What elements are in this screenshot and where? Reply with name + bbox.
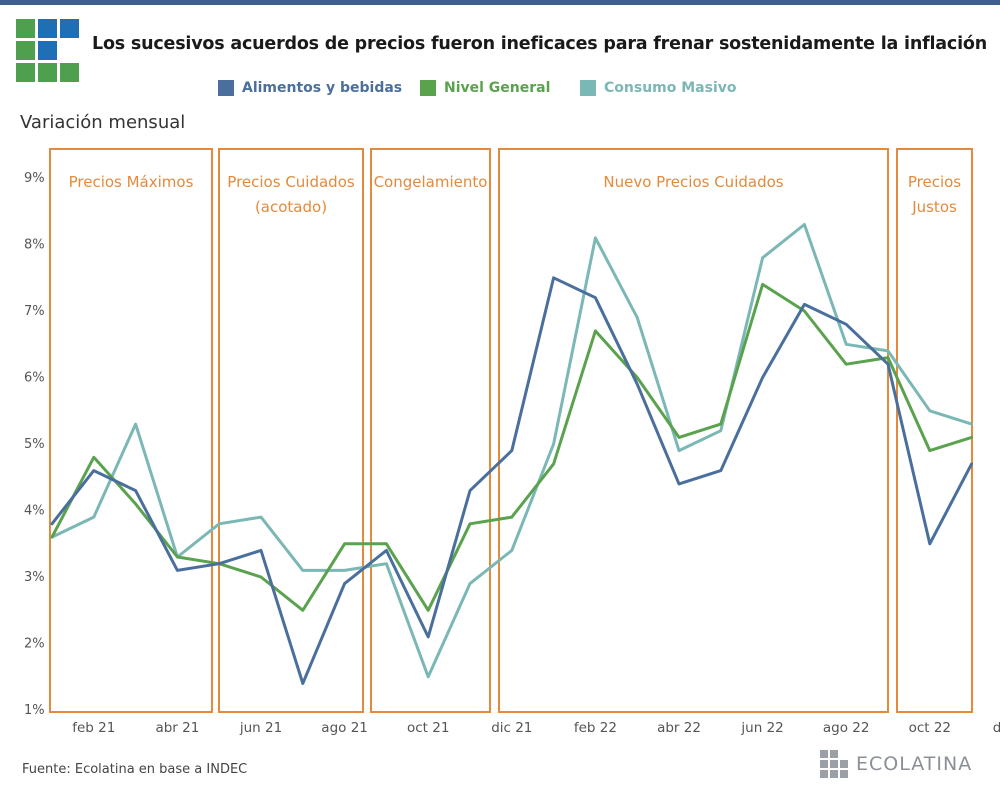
y-tick-label: 3% bbox=[24, 570, 45, 585]
x-tick-label: dic 22 bbox=[993, 720, 1000, 736]
top-accent-bar bbox=[0, 0, 1000, 5]
y-tick-label: 2% bbox=[24, 637, 45, 652]
brand-logo: ECOLATINA bbox=[820, 750, 972, 778]
y-tick-label: 7% bbox=[24, 304, 45, 319]
period-label: Precios Máximos bbox=[69, 173, 194, 191]
legend-label-nivel-general: Nivel General bbox=[444, 80, 551, 96]
legend-swatch-nivel-general bbox=[420, 80, 436, 96]
legend-item-consumo-masivo: Consumo Masivo bbox=[580, 80, 737, 96]
x-tick-label: dic 21 bbox=[491, 720, 532, 736]
legend-label-consumo-masivo: Consumo Masivo bbox=[604, 80, 737, 96]
y-axis-title: Variación mensual bbox=[20, 112, 186, 133]
x-tick-label: ago 21 bbox=[321, 720, 368, 736]
y-tick-label: 6% bbox=[24, 371, 45, 386]
period-box bbox=[370, 148, 491, 713]
period-label: Precios Cuidados bbox=[227, 173, 355, 191]
period-box bbox=[49, 148, 213, 713]
source-note: Fuente: Ecolatina en base a INDEC bbox=[22, 762, 248, 777]
x-tick-label: feb 21 bbox=[72, 720, 115, 736]
x-tick-label: feb 22 bbox=[574, 720, 617, 736]
y-tick-label: 1% bbox=[24, 703, 45, 718]
brand-grid-icon bbox=[820, 750, 848, 778]
period-label: (acotado) bbox=[255, 198, 327, 216]
x-tick-label: ago 22 bbox=[823, 720, 870, 736]
legend-item-nivel-general: Nivel General bbox=[420, 80, 550, 96]
period-label: Precios bbox=[908, 173, 961, 191]
period-box bbox=[498, 148, 889, 713]
period-label: Nuevo Precios Cuidados bbox=[603, 173, 783, 191]
y-tick-label: 4% bbox=[24, 504, 45, 519]
chart-title: Los sucesivos acuerdos de precios fueron… bbox=[92, 34, 987, 54]
y-tick-label: 9% bbox=[24, 171, 45, 186]
brand-name: ECOLATINA bbox=[856, 753, 973, 775]
x-tick-label: oct 21 bbox=[407, 720, 449, 736]
x-tick-label: oct 22 bbox=[909, 720, 951, 736]
y-tick-label: 5% bbox=[24, 437, 45, 452]
x-tick-label: abr 21 bbox=[155, 720, 199, 736]
period-label: Congelamiento bbox=[374, 173, 488, 191]
period-label: Justos bbox=[911, 198, 957, 216]
y-tick-label: 8% bbox=[24, 238, 45, 253]
legend-swatch-consumo-masivo bbox=[580, 80, 596, 96]
legend-label-alimentos: Alimentos y bebidas bbox=[242, 80, 403, 96]
series-line-nivel-general bbox=[50, 282, 974, 612]
period-box bbox=[896, 148, 973, 713]
x-tick-label: abr 22 bbox=[657, 720, 701, 736]
legend-swatch-alimentos bbox=[218, 80, 234, 96]
legend-item-alimentos: Alimentos y bebidas bbox=[218, 80, 402, 96]
series-line-alimentos-y-bebidas bbox=[50, 276, 974, 685]
period-box bbox=[218, 148, 364, 713]
x-tick-label: jun 22 bbox=[740, 720, 783, 736]
series-line-consumo-masivo bbox=[50, 223, 974, 679]
x-tick-label: jun 21 bbox=[239, 720, 282, 736]
